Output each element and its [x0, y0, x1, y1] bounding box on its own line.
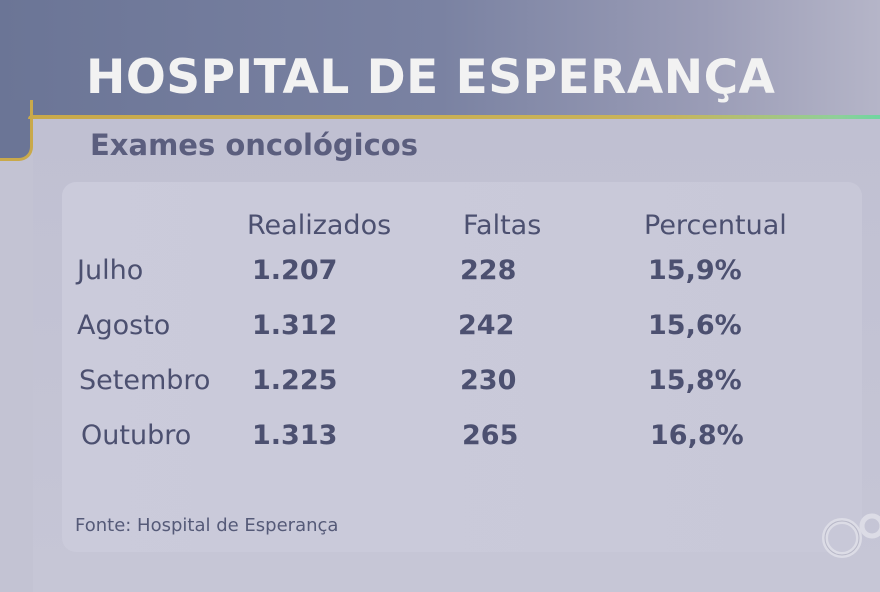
column-header-faltas: Faltas [463, 210, 542, 241]
cell-faltas: 230 [460, 365, 517, 396]
cell-faltas: 228 [460, 255, 517, 286]
accent-line [28, 115, 880, 119]
row-label: Julho [77, 255, 144, 286]
column-header-realizados: Realizados [247, 210, 392, 241]
row-label: Outubro [81, 420, 192, 451]
header-left-tab [0, 100, 33, 161]
header-band [0, 0, 880, 118]
row-label: Agosto [77, 310, 171, 341]
cell-realizados: 1.312 [252, 310, 338, 341]
tv-network-rings-logo [822, 513, 880, 558]
cell-realizados: 1.225 [252, 365, 338, 396]
cell-faltas: 265 [462, 420, 519, 451]
subtitle: Exames oncológicos [90, 128, 418, 162]
cell-percentual: 15,9% [648, 255, 742, 286]
page-title: HOSPITAL DE ESPERANÇA [86, 50, 776, 105]
source-note: Fonte: Hospital de Esperança [75, 515, 339, 536]
row-label: Setembro [79, 365, 211, 396]
cell-percentual: 16,8% [650, 420, 744, 451]
cell-realizados: 1.313 [252, 420, 338, 451]
cell-percentual: 15,6% [648, 310, 742, 341]
cell-faltas: 242 [458, 310, 515, 341]
cell-percentual: 15,8% [648, 365, 742, 396]
cell-realizados: 1.207 [252, 255, 338, 286]
column-header-percentual: Percentual [644, 210, 787, 241]
table-panel [62, 182, 862, 552]
